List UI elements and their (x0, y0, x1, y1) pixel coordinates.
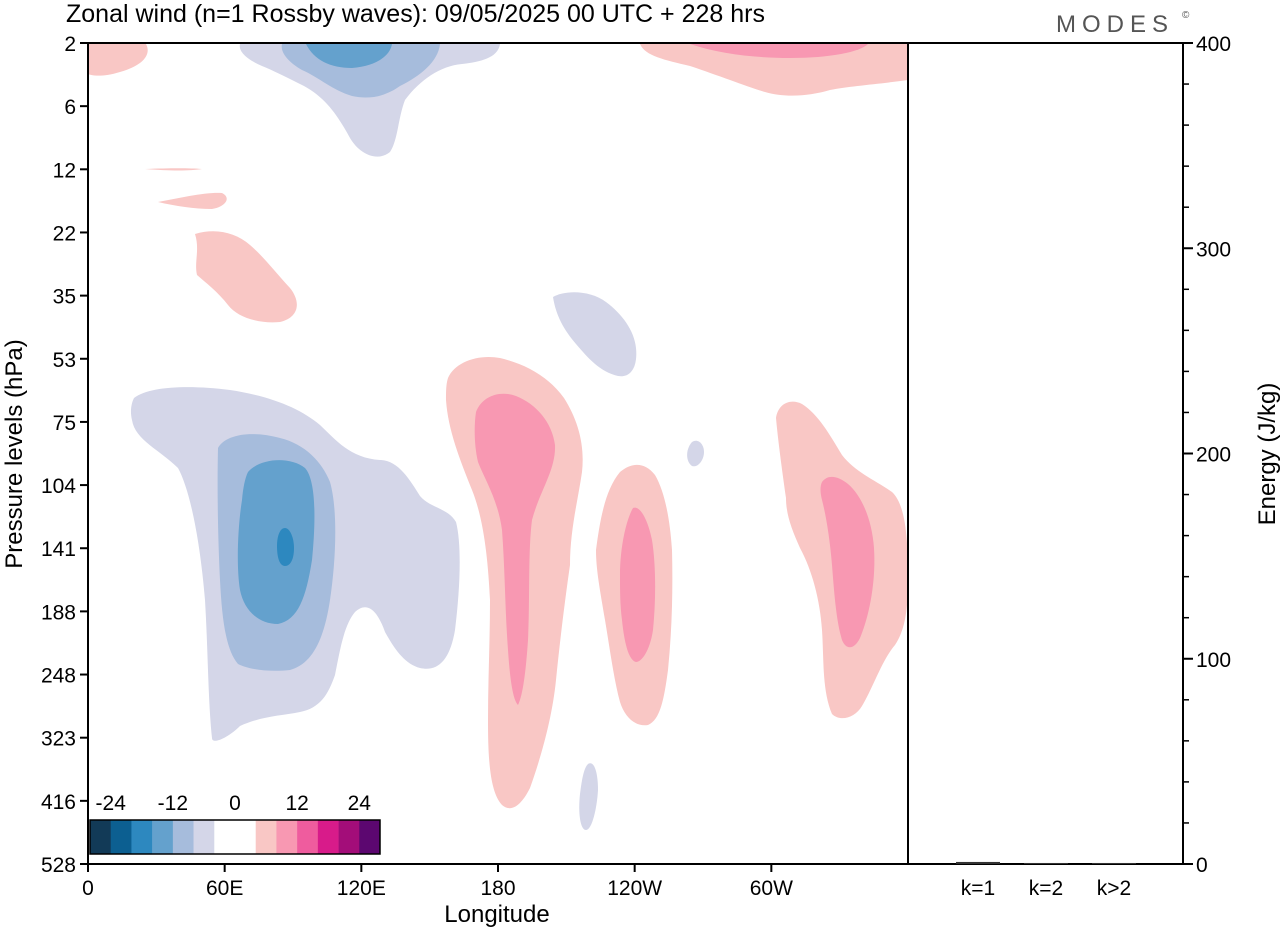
contour-negative-lvl1 (239, 44, 500, 157)
chart-title: Zonal wind (n=1 Rossby waves): 09/05/202… (66, 0, 765, 28)
brand-logo: MODES (1056, 11, 1174, 38)
colorbar-swatch (172, 820, 194, 854)
energy-bar (1092, 862, 1136, 864)
contour-negative-lvl1 (579, 763, 598, 830)
energy-axis-label: Energy (J/kg) (1254, 383, 1280, 526)
colorbar-swatch (193, 820, 215, 854)
contour-positive-lvl1 (195, 231, 297, 323)
x-tick-label: 60W (750, 877, 793, 900)
x-tick-label: 120W (607, 877, 662, 900)
colorbar-tick-label: 12 (285, 792, 308, 815)
x-tick-label: 60E (206, 877, 243, 900)
y-tick-label: 2 (64, 33, 76, 56)
colorbar-frame (89, 819, 381, 855)
contour-field (88, 44, 908, 830)
colorbar-swatch (359, 820, 381, 854)
contour-positive-lvl2 (620, 507, 656, 662)
energy-axis: 0 100 200 300 400 (1183, 33, 1231, 877)
y-tick-label: 53 (53, 349, 76, 372)
colorbar-swatch (131, 820, 153, 854)
x-tick-label: 120E (337, 877, 386, 900)
x-tick-label: 180 (480, 877, 515, 900)
y-tick-label: 22 (53, 222, 76, 245)
brand-mark: © (1182, 10, 1190, 21)
y-tick-label: 416 (41, 791, 76, 814)
colorbar-swatch (255, 820, 277, 854)
energy-tick-label: 400 (1196, 33, 1231, 56)
colorbar-swatch (297, 820, 319, 854)
contour-positive-lvl2 (820, 476, 875, 648)
contour-negative-lvl1 (553, 292, 637, 377)
energy-tick-label: 100 (1196, 649, 1231, 672)
colorbar-swatch (110, 820, 132, 854)
colorbar-swatch (338, 820, 360, 854)
y-tick-label: 6 (64, 96, 76, 119)
x-axis-label: Longitude (444, 901, 549, 928)
y-tick-label: 12 (53, 159, 76, 182)
bar-category-label: k=2 (1029, 877, 1063, 900)
energy-tick-label: 200 (1196, 444, 1231, 467)
y-tick-label: 141 (41, 538, 76, 561)
contour-negative-lvl3 (306, 44, 392, 68)
y-tick-label: 528 (41, 854, 76, 877)
contour-negative-lvl4 (277, 528, 294, 566)
pressure-axis: 2 6 12 22 35 53 75 104 141 188 248 323 416 528 (41, 33, 88, 877)
y-tick-label: 188 (41, 601, 76, 624)
y-tick-label: 35 (53, 286, 76, 309)
contour-positive-lvl1 (640, 44, 908, 96)
y-tick-label: 104 (41, 475, 76, 498)
contour-positive-lvl1 (145, 168, 202, 171)
y-tick-label: 248 (41, 665, 76, 688)
colorbar-swatch (235, 820, 257, 854)
contour-positive-lvl2 (690, 44, 868, 58)
contour-negative-lvl3 (237, 460, 315, 624)
colorbar-tick-label: -12 (158, 792, 188, 815)
energy-bar (956, 861, 1000, 864)
contour-positive-lvl2 (474, 393, 556, 705)
colorbar-swatch (90, 820, 112, 854)
colorbar-tick-label: -24 (96, 792, 127, 815)
colorbar-swatch (276, 820, 298, 854)
contour-negative-lvl1 (687, 440, 704, 467)
energy-bar (1024, 862, 1068, 864)
y-axis-label: Pressure levels (hPa) (1, 339, 28, 568)
colorbar: -24 -12 0 12 24 (89, 792, 381, 855)
y-tick-label: 323 (41, 728, 76, 751)
y-tick-label: 75 (53, 412, 76, 435)
colorbar-tick-label: 24 (348, 792, 372, 815)
colorbar-tick-label: 0 (229, 792, 241, 815)
colorbar-swatch (152, 820, 174, 854)
energy-tick-label: 300 (1196, 238, 1231, 261)
contour-positive-lvl1 (158, 192, 227, 209)
energy-bars: k=1 k=2 k>2 (956, 861, 1136, 900)
longitude-axis: 0 60E 120E 180 120W 60W (82, 864, 793, 900)
colorbar-swatch (317, 820, 339, 854)
contour-positive-lvl1 (88, 44, 148, 76)
colorbar-swatch (214, 820, 236, 854)
bar-category-label: k>2 (1097, 877, 1131, 900)
x-tick-label: 0 (82, 877, 94, 900)
energy-tick-label: 0 (1196, 854, 1208, 877)
bar-category-label: k=1 (961, 877, 995, 900)
